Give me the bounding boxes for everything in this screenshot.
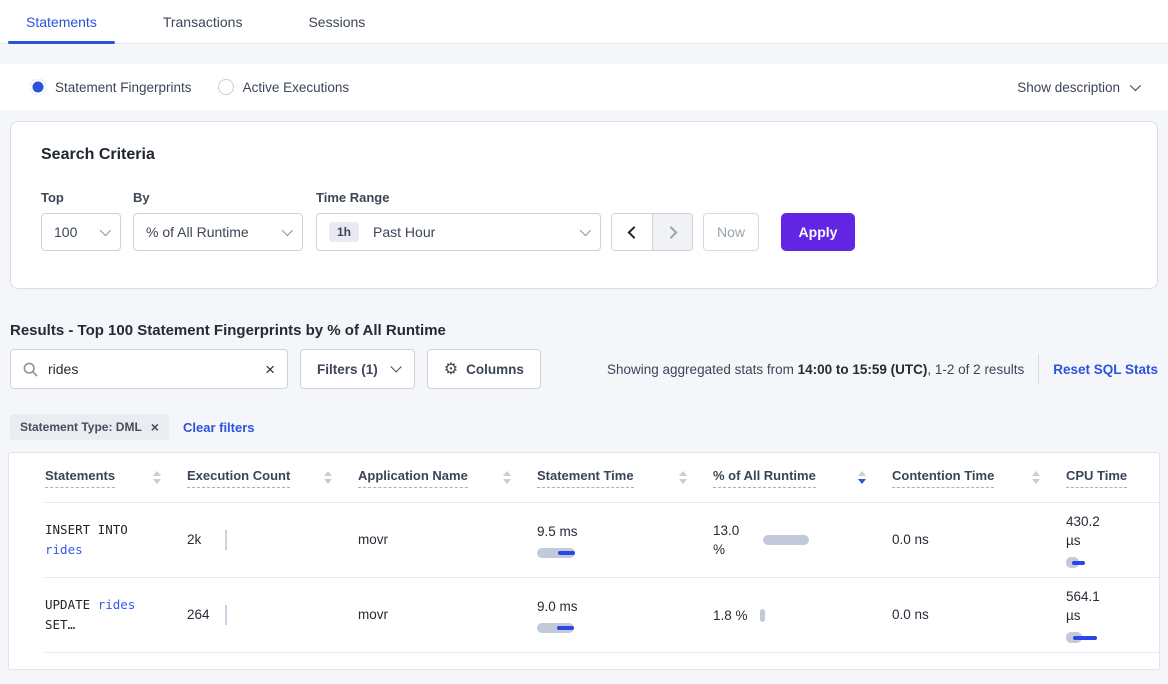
results-heading: Results - Top 100 Statement Fingerprints…: [10, 322, 446, 339]
statement-cell: INSERT INTO rides: [45, 522, 136, 557]
search-input-value: rides: [48, 361, 79, 377]
reset-sql-stats-link[interactable]: Reset SQL Stats: [1053, 361, 1158, 377]
cpu-time-bar: [1066, 632, 1159, 643]
application-name-cell: movr: [358, 532, 388, 547]
vertical-divider: [1038, 354, 1040, 384]
statements-table: Statements Execution Count Application N…: [8, 452, 1160, 670]
radio-label: Active Executions: [242, 79, 350, 95]
column-header-statements[interactable]: Statements: [45, 468, 187, 488]
sort-icon[interactable]: [503, 471, 511, 484]
table-header-row: Statements Execution Count Application N…: [45, 453, 1159, 503]
by-select[interactable]: % of All Runtime: [133, 213, 303, 251]
show-description-toggle[interactable]: Show description: [1017, 79, 1142, 95]
column-header-execution-count[interactable]: Execution Count: [187, 468, 358, 488]
time-range-badge: 1h: [329, 222, 360, 242]
search-criteria-card: Search Criteria Top 100 By % of All Runt…: [10, 121, 1158, 289]
filter-chip-row: Statement Type: DML × Clear filters: [10, 414, 1158, 440]
results-controls: rides × Filters (1) ⚙ Columns Showing ag…: [10, 349, 1158, 389]
statement-search-input[interactable]: rides ×: [10, 349, 288, 389]
statement-link[interactable]: rides: [97, 597, 136, 612]
sort-icon[interactable]: [153, 471, 161, 484]
table-row: INSERT INTO rides 2k movr 9.5 ms 13.0 % …: [45, 503, 1159, 578]
sort-icon[interactable]: [1032, 471, 1040, 484]
contention-time-cell: 0.0 ns: [892, 532, 929, 547]
statement-time-cell: 9.5 ms: [537, 523, 713, 558]
radio-active-executions[interactable]: Active Executions: [217, 79, 350, 95]
column-header-application-name[interactable]: Application Name: [358, 468, 537, 488]
radio-unselected-icon: [217, 79, 234, 95]
tab-transactions[interactable]: Transactions: [162, 13, 243, 30]
sort-icon-active-desc[interactable]: [858, 471, 866, 484]
cpu-time-cell: 430.2 µs: [1066, 512, 1159, 568]
search-criteria-title: Search Criteria: [41, 146, 155, 163]
chevron-down-icon: [281, 224, 294, 237]
table-row: UPDATE rides SET… 264 movr 9.0 ms 1.8 % …: [45, 578, 1159, 653]
chevron-down-icon: [390, 361, 402, 373]
prev-time-button[interactable]: [612, 214, 652, 250]
contention-time-cell: 0.0 ns: [892, 607, 929, 622]
remove-filter-icon[interactable]: ×: [150, 419, 159, 435]
sort-icon[interactable]: [679, 471, 687, 484]
chevron-down-icon: [1129, 79, 1142, 92]
runtime-pct-cell: 1.8 %: [713, 606, 892, 625]
application-name-cell: movr: [358, 607, 388, 622]
chevron-down-icon: [99, 224, 112, 237]
apply-button[interactable]: Apply: [781, 213, 855, 251]
execution-count-cell: 2k: [187, 530, 358, 550]
view-mode-bar: Statement Fingerprints Active Executions…: [0, 64, 1168, 110]
runtime-pct-cell: 13.0 %: [713, 521, 892, 559]
top-label: Top: [41, 190, 64, 205]
radio-label: Statement Fingerprints: [55, 79, 192, 95]
chevron-right-icon: [664, 225, 678, 239]
filter-chip-statement-type[interactable]: Statement Type: DML ×: [10, 414, 169, 440]
tab-sessions[interactable]: Sessions: [308, 13, 366, 30]
radio-statement-fingerprints[interactable]: Statement Fingerprints: [30, 79, 192, 95]
by-label: By: [133, 190, 150, 205]
clear-filters-link[interactable]: Clear filters: [182, 419, 255, 435]
statement-time-bar: [537, 547, 687, 558]
top-tab-bar: Statements Transactions Sessions: [0, 0, 1168, 44]
chevron-left-icon: [627, 225, 640, 239]
cpu-time-cell: 564.1 µs: [1066, 587, 1159, 643]
clear-search-icon[interactable]: ×: [265, 359, 275, 379]
columns-button[interactable]: ⚙ Columns: [426, 349, 541, 389]
execution-count-bar: [225, 530, 227, 550]
statement-link[interactable]: rides: [45, 542, 83, 557]
show-description-label: Show description: [1017, 79, 1120, 95]
tab-statements[interactable]: Statements: [8, 0, 115, 44]
filter-chip-label: Statement Type: DML: [20, 420, 142, 434]
radio-selected-icon: [30, 79, 46, 95]
column-header-cpu-time[interactable]: CPU Time: [1066, 468, 1159, 488]
runtime-pct-bar: [763, 535, 809, 545]
top-select[interactable]: 100: [41, 213, 121, 251]
showing-range: 14:00 to 15:59 (UTC): [797, 361, 928, 377]
time-nav-group: [611, 213, 693, 251]
runtime-pct-bar: [759, 608, 765, 622]
filters-button-label: Filters (1): [317, 361, 378, 377]
execution-count-cell: 264: [187, 605, 358, 625]
cpu-time-bar: [1066, 557, 1159, 568]
time-range-label: Time Range: [316, 190, 390, 205]
columns-button-label: Columns: [466, 361, 524, 377]
statement-time-cell: 9.0 ms: [537, 598, 713, 633]
sort-icon[interactable]: [324, 471, 332, 484]
showing-stats-text: Showing aggregated stats from 14:00 to 1…: [607, 361, 1025, 377]
column-header-statement-time[interactable]: Statement Time: [537, 468, 713, 488]
execution-count-bar: [225, 605, 227, 625]
now-button[interactable]: Now: [703, 213, 759, 251]
filters-button[interactable]: Filters (1): [300, 349, 415, 389]
by-select-value: % of All Runtime: [146, 224, 249, 240]
top-select-value: 100: [54, 224, 78, 240]
next-time-button[interactable]: [652, 214, 692, 250]
column-header-contention-time[interactable]: Contention Time: [892, 468, 1066, 488]
time-range-select[interactable]: 1h Past Hour: [316, 213, 601, 251]
statement-cell: UPDATE rides SET…: [45, 597, 143, 632]
gear-icon: ⚙: [443, 361, 459, 378]
chevron-down-icon: [579, 224, 592, 237]
statement-time-bar: [537, 622, 687, 633]
search-icon: [23, 362, 38, 377]
column-header-runtime-pct[interactable]: % of All Runtime: [713, 468, 892, 488]
time-range-value: Past Hour: [373, 224, 436, 240]
